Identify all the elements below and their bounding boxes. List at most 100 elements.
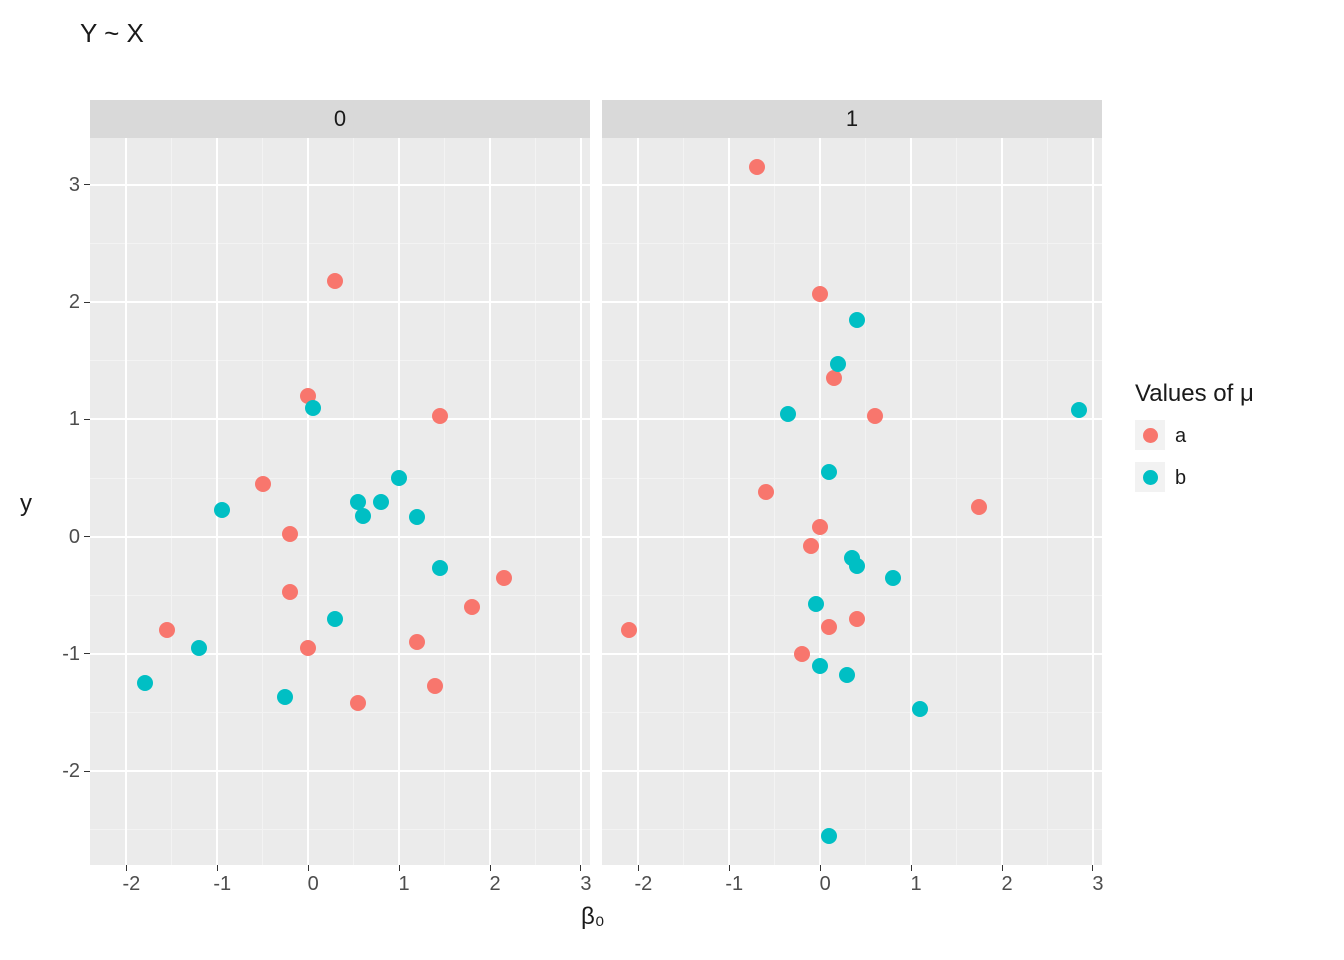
facet-panel [90, 138, 590, 865]
scatter-point [971, 499, 987, 515]
x-tick-mark [308, 865, 309, 871]
scatter-point [808, 596, 824, 612]
scatter-point [327, 611, 343, 627]
x-tick-mark [399, 865, 400, 871]
scatter-point [867, 408, 883, 424]
scatter-point [327, 273, 343, 289]
gridline-minor-h [90, 360, 590, 361]
scatter-point [191, 640, 207, 656]
x-tick-mark [638, 865, 639, 871]
scatter-point [621, 622, 637, 638]
y-tick-mark [84, 536, 90, 537]
gridline-major-h [90, 418, 590, 420]
x-tick-mark [126, 865, 127, 871]
x-tick-label: -2 [628, 873, 658, 896]
scatter-point [282, 584, 298, 600]
chart-container: { "chart": { "type": "scatter", "title":… [0, 0, 1344, 960]
gridline-major-v [819, 138, 821, 865]
x-tick-label: 3 [571, 873, 601, 896]
gridline-minor-h [90, 243, 590, 244]
x-tick-mark [1092, 865, 1093, 871]
facet-strip: 1 [602, 100, 1102, 138]
scatter-point [159, 622, 175, 638]
gridline-minor-v [444, 138, 445, 865]
legend-label: a [1175, 425, 1186, 448]
facet-strip: 0 [90, 100, 590, 138]
scatter-point [300, 640, 316, 656]
gridline-major-v [489, 138, 491, 865]
gridline-major-v [398, 138, 400, 865]
scatter-point [830, 356, 846, 372]
gridline-major-v [910, 138, 912, 865]
gridline-minor-v [262, 138, 263, 865]
x-tick-label: 3 [1083, 873, 1113, 896]
scatter-point [812, 286, 828, 302]
scatter-point [432, 560, 448, 576]
x-tick-label: -1 [719, 873, 749, 896]
gridline-major-v [728, 138, 730, 865]
x-tick-mark [217, 865, 218, 871]
x-tick-mark [490, 865, 491, 871]
gridline-major-v [125, 138, 127, 865]
scatter-point [821, 619, 837, 635]
scatter-point [277, 689, 293, 705]
scatter-point [826, 370, 842, 386]
scatter-point [758, 484, 774, 500]
scatter-point [391, 470, 407, 486]
scatter-point [749, 159, 765, 175]
y-axis-title: y [20, 490, 32, 518]
facet-panel [602, 138, 1102, 865]
legend-key [1135, 462, 1165, 492]
gridline-major-v [1001, 138, 1003, 865]
legend-key [1135, 420, 1165, 450]
gridline-major-h [602, 184, 1102, 186]
scatter-point [794, 646, 810, 662]
scatter-point [214, 502, 230, 518]
gridline-minor-h [90, 478, 590, 479]
scatter-point [409, 509, 425, 525]
gridline-major-h [90, 301, 590, 303]
scatter-point [282, 526, 298, 542]
scatter-point [821, 464, 837, 480]
gridline-major-h [90, 653, 590, 655]
gridline-minor-v [171, 138, 172, 865]
gridline-major-h [602, 770, 1102, 772]
scatter-point [849, 611, 865, 627]
x-tick-label: 0 [810, 873, 840, 896]
scatter-point [255, 476, 271, 492]
gridline-minor-h [602, 478, 1102, 479]
scatter-point [849, 312, 865, 328]
y-tick-mark [84, 302, 90, 303]
gridline-major-v [307, 138, 309, 865]
x-tick-mark [820, 865, 821, 871]
scatter-point [812, 658, 828, 674]
gridline-minor-h [602, 243, 1102, 244]
scatter-point [355, 508, 371, 524]
x-tick-label: -2 [116, 873, 146, 896]
gridline-minor-v [1047, 138, 1048, 865]
scatter-point [137, 675, 153, 691]
scatter-point [839, 667, 855, 683]
scatter-point [409, 634, 425, 650]
y-tick-mark [84, 419, 90, 420]
scatter-point [464, 599, 480, 615]
scatter-point [912, 701, 928, 717]
scatter-point [821, 828, 837, 844]
y-tick-mark [84, 771, 90, 772]
legend-title: Values of μ [1135, 380, 1254, 408]
gridline-major-h [602, 653, 1102, 655]
scatter-point [496, 570, 512, 586]
y-tick-label: 0 [50, 526, 80, 549]
gridline-minor-v [774, 138, 775, 865]
gridline-major-h [90, 536, 590, 538]
gridline-minor-h [602, 360, 1102, 361]
scatter-point [373, 494, 389, 510]
y-tick-mark [84, 184, 90, 185]
scatter-point [432, 408, 448, 424]
gridline-minor-v [865, 138, 866, 865]
gridline-major-h [602, 418, 1102, 420]
x-tick-label: 1 [901, 873, 931, 896]
scatter-point [350, 695, 366, 711]
gridline-major-h [602, 301, 1102, 303]
scatter-point [1071, 402, 1087, 418]
